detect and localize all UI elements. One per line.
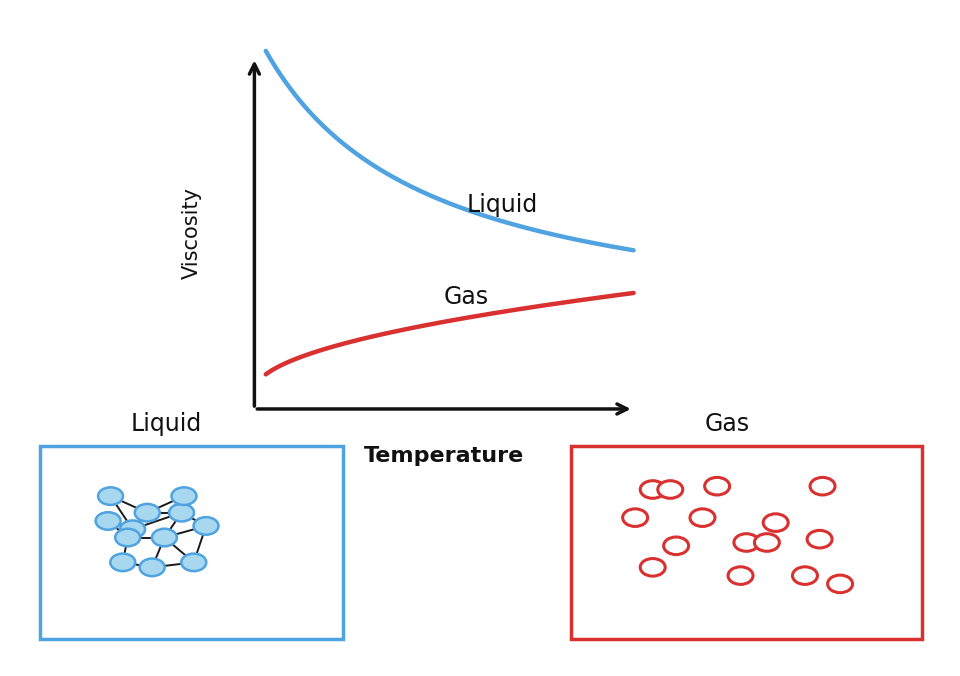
- Circle shape: [152, 529, 177, 546]
- Text: Temperature: Temperature: [364, 446, 524, 466]
- Text: Gas: Gas: [444, 285, 490, 308]
- Circle shape: [705, 477, 730, 495]
- Bar: [40, 446, 343, 639]
- Circle shape: [658, 481, 683, 498]
- Circle shape: [663, 537, 688, 554]
- Circle shape: [194, 517, 219, 535]
- Text: Gas: Gas: [705, 412, 750, 436]
- Circle shape: [120, 521, 145, 538]
- Circle shape: [115, 529, 140, 546]
- Text: Liquid: Liquid: [467, 193, 538, 217]
- Circle shape: [810, 477, 835, 495]
- Circle shape: [98, 487, 123, 505]
- Circle shape: [793, 566, 818, 584]
- Text: Viscosity: Viscosity: [182, 187, 202, 279]
- Circle shape: [96, 512, 121, 530]
- Circle shape: [172, 487, 197, 505]
- Circle shape: [728, 566, 753, 584]
- Circle shape: [733, 534, 758, 552]
- Circle shape: [807, 531, 832, 548]
- Circle shape: [169, 504, 194, 521]
- Text: Liquid: Liquid: [131, 412, 203, 436]
- Circle shape: [110, 554, 135, 571]
- Circle shape: [140, 558, 165, 576]
- Circle shape: [640, 481, 665, 498]
- Circle shape: [640, 558, 665, 576]
- Circle shape: [755, 534, 780, 552]
- Circle shape: [623, 509, 648, 527]
- Bar: [571, 446, 922, 639]
- Circle shape: [828, 575, 852, 593]
- Circle shape: [763, 514, 788, 531]
- Circle shape: [690, 509, 715, 527]
- Circle shape: [181, 554, 206, 571]
- Circle shape: [134, 504, 159, 521]
